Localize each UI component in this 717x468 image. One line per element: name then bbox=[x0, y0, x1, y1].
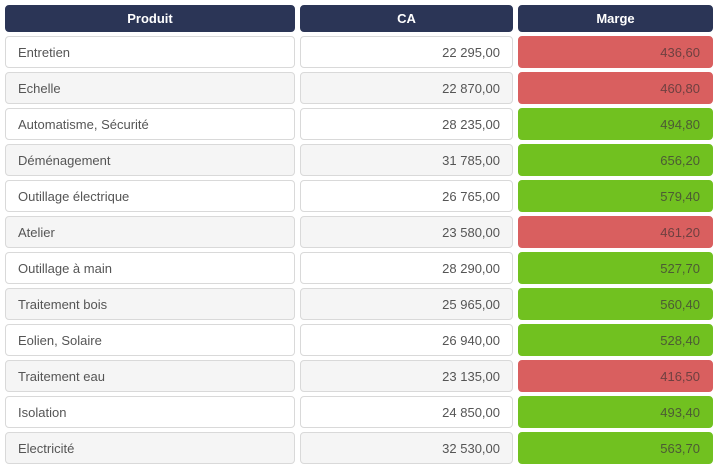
marge-cell: 416,50 bbox=[518, 360, 713, 392]
column-header-marge: Marge bbox=[518, 5, 713, 32]
marge-cell: 494,80 bbox=[518, 108, 713, 140]
ca-cell: 22 870,00 bbox=[300, 72, 513, 104]
marge-cell: 527,70 bbox=[518, 252, 713, 284]
ca-cell: 32 530,00 bbox=[300, 432, 513, 464]
column-header-ca: CA bbox=[300, 5, 513, 32]
produit-cell: Eolien, Solaire bbox=[5, 324, 295, 356]
produit-cell: Déménagement bbox=[5, 144, 295, 176]
produit-cell: Outillage à main bbox=[5, 252, 295, 284]
ca-cell: 31 785,00 bbox=[300, 144, 513, 176]
ca-cell: 28 290,00 bbox=[300, 252, 513, 284]
ca-cell: 26 940,00 bbox=[300, 324, 513, 356]
ca-cell: 26 765,00 bbox=[300, 180, 513, 212]
marge-cell: 461,20 bbox=[518, 216, 713, 248]
produit-cell: Entretien bbox=[5, 36, 295, 68]
ca-cell: 28 235,00 bbox=[300, 108, 513, 140]
ca-cell: 23 580,00 bbox=[300, 216, 513, 248]
produit-cell: Atelier bbox=[5, 216, 295, 248]
produit-cell: Outillage électrique bbox=[5, 180, 295, 212]
produit-cell: Electricité bbox=[5, 432, 295, 464]
produit-cell: Traitement bois bbox=[5, 288, 295, 320]
produit-cell: Automatisme, Sécurité bbox=[5, 108, 295, 140]
ca-cell: 22 295,00 bbox=[300, 36, 513, 68]
marge-cell: 460,80 bbox=[518, 72, 713, 104]
marge-cell: 560,40 bbox=[518, 288, 713, 320]
marge-cell: 579,40 bbox=[518, 180, 713, 212]
produit-cell: Echelle bbox=[5, 72, 295, 104]
marge-cell: 528,40 bbox=[518, 324, 713, 356]
ca-cell: 23 135,00 bbox=[300, 360, 513, 392]
marge-cell: 563,70 bbox=[518, 432, 713, 464]
ca-cell: 24 850,00 bbox=[300, 396, 513, 428]
column-header-produit: Produit bbox=[5, 5, 295, 32]
marge-cell: 656,20 bbox=[518, 144, 713, 176]
produit-cell: Traitement eau bbox=[5, 360, 295, 392]
marge-cell: 436,60 bbox=[518, 36, 713, 68]
marge-cell: 493,40 bbox=[518, 396, 713, 428]
ca-cell: 25 965,00 bbox=[300, 288, 513, 320]
produit-cell: Isolation bbox=[5, 396, 295, 428]
